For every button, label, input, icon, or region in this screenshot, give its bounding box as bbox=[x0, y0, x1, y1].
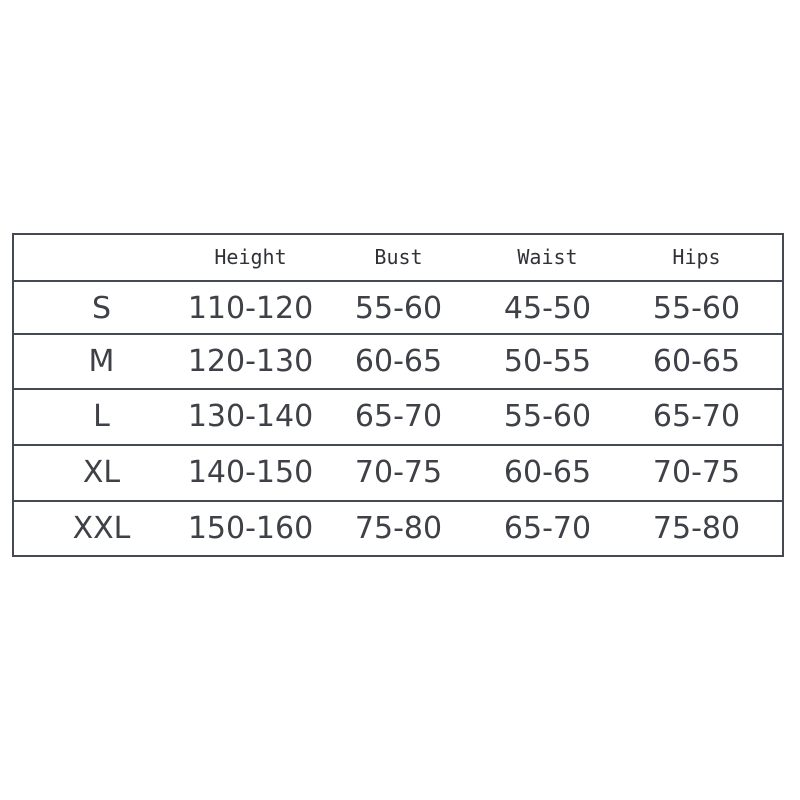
cell-height: 140-150 bbox=[187, 455, 314, 490]
cell-waist: 50-55 bbox=[503, 344, 592, 379]
table-row: L 130-140 65-70 55-60 65-70 bbox=[14, 388, 782, 443]
cell-waist: 65-70 bbox=[503, 511, 592, 546]
cell-bust: 75-80 bbox=[354, 511, 443, 546]
cell-hips: 75-80 bbox=[652, 511, 741, 546]
cell-bust: 70-75 bbox=[354, 455, 443, 490]
cell-size: XXL bbox=[72, 511, 131, 546]
table-row: XL 140-150 70-75 60-65 70-75 bbox=[14, 444, 782, 499]
cell-height: 120-130 bbox=[187, 344, 314, 379]
cell-waist: 45-50 bbox=[503, 291, 592, 326]
cell-height: 130-140 bbox=[187, 399, 314, 434]
header-bust: Bust bbox=[374, 245, 423, 269]
header-waist: Waist bbox=[517, 245, 578, 269]
cell-bust: 65-70 bbox=[354, 399, 443, 434]
size-chart-table: Height Bust Waist Hips S 110-120 55-60 45-5… bbox=[12, 233, 784, 557]
cell-size: XL bbox=[82, 455, 121, 490]
cell-hips: 70-75 bbox=[652, 455, 741, 490]
header-hips: Hips bbox=[672, 245, 721, 269]
cell-size: M bbox=[88, 344, 115, 379]
table-row: M 120-130 60-65 50-55 60-65 bbox=[14, 333, 782, 388]
cell-size: S bbox=[91, 291, 112, 326]
table-row: XXL 150-160 75-80 65-70 75-80 bbox=[14, 500, 782, 555]
table-row: S 110-120 55-60 45-50 55-60 bbox=[14, 280, 782, 335]
cell-waist: 55-60 bbox=[503, 399, 592, 434]
cell-waist: 60-65 bbox=[503, 455, 592, 490]
cell-height: 110-120 bbox=[187, 291, 314, 326]
cell-hips: 65-70 bbox=[652, 399, 741, 434]
cell-hips: 55-60 bbox=[652, 291, 741, 326]
cell-bust: 55-60 bbox=[354, 291, 443, 326]
cell-hips: 60-65 bbox=[652, 344, 741, 379]
header-height: Height bbox=[214, 245, 287, 269]
cell-height: 150-160 bbox=[187, 511, 314, 546]
header-row: Height Bust Waist Hips bbox=[14, 235, 782, 280]
cell-size: L bbox=[93, 399, 110, 434]
cell-bust: 60-65 bbox=[354, 344, 443, 379]
